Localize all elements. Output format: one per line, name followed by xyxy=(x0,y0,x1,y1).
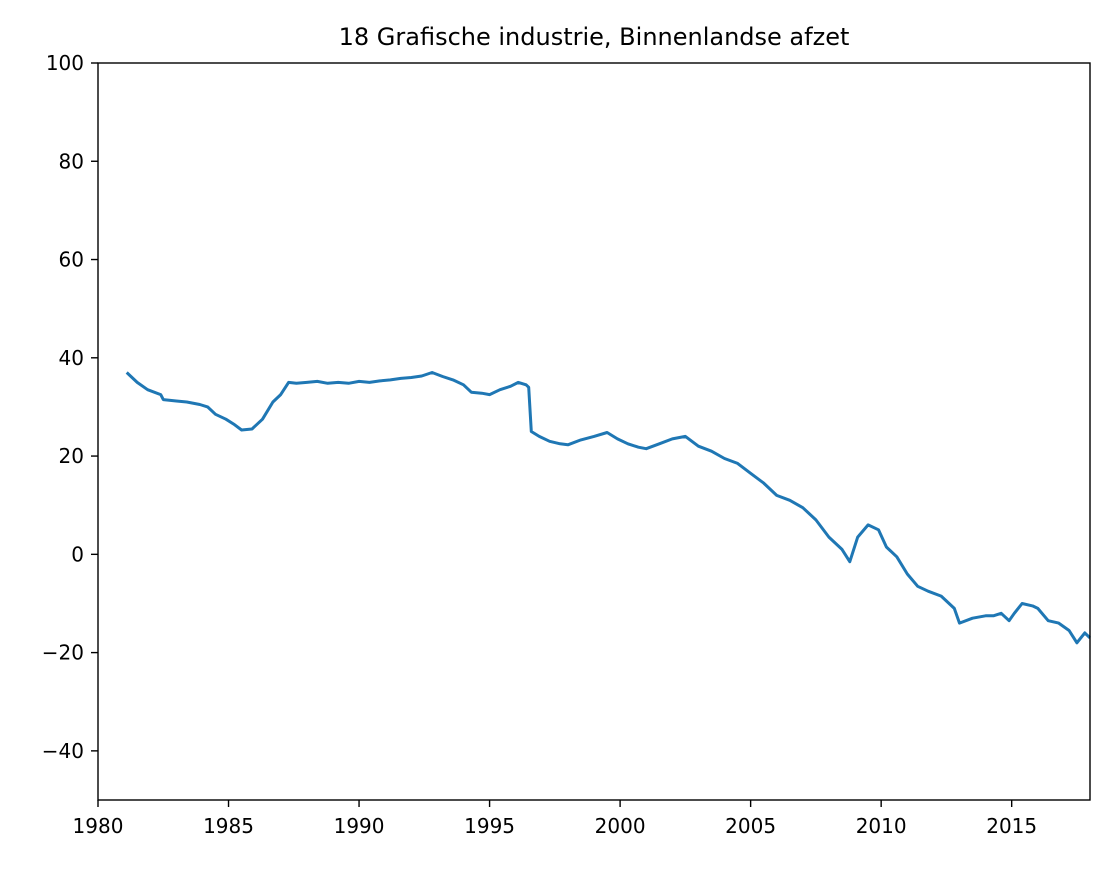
y-axis: −40 −20 0 20 40 60 80 100 xyxy=(42,51,98,763)
x-tick-label: 2010 xyxy=(856,814,907,838)
x-tick-label: 2005 xyxy=(725,814,776,838)
y-tick-label: −40 xyxy=(42,739,84,763)
x-tick-label: 2000 xyxy=(595,814,646,838)
y-tick-label: 60 xyxy=(59,248,84,272)
chart-title: 18 Grafische industrie, Binnenlandse afz… xyxy=(339,23,850,51)
x-tick-label: 1995 xyxy=(464,814,515,838)
y-tick-label: 20 xyxy=(59,444,84,468)
y-tick-label: 40 xyxy=(59,346,84,370)
x-axis: 1980 1985 1990 1995 2000 2005 2010 2015 xyxy=(73,800,1037,838)
plot-frame xyxy=(97,62,1091,801)
series-line-0 xyxy=(125,371,1092,645)
x-tick-label: 2015 xyxy=(986,814,1037,838)
y-tick-label: 0 xyxy=(71,542,84,566)
series-layer xyxy=(125,371,1092,645)
y-tick-label: −20 xyxy=(42,641,84,665)
y-tick-label: 100 xyxy=(46,51,84,75)
x-tick-label: 1985 xyxy=(203,814,254,838)
y-tick-label: 80 xyxy=(59,149,84,173)
x-tick-label: 1990 xyxy=(334,814,385,838)
x-tick-label: 1980 xyxy=(73,814,124,838)
